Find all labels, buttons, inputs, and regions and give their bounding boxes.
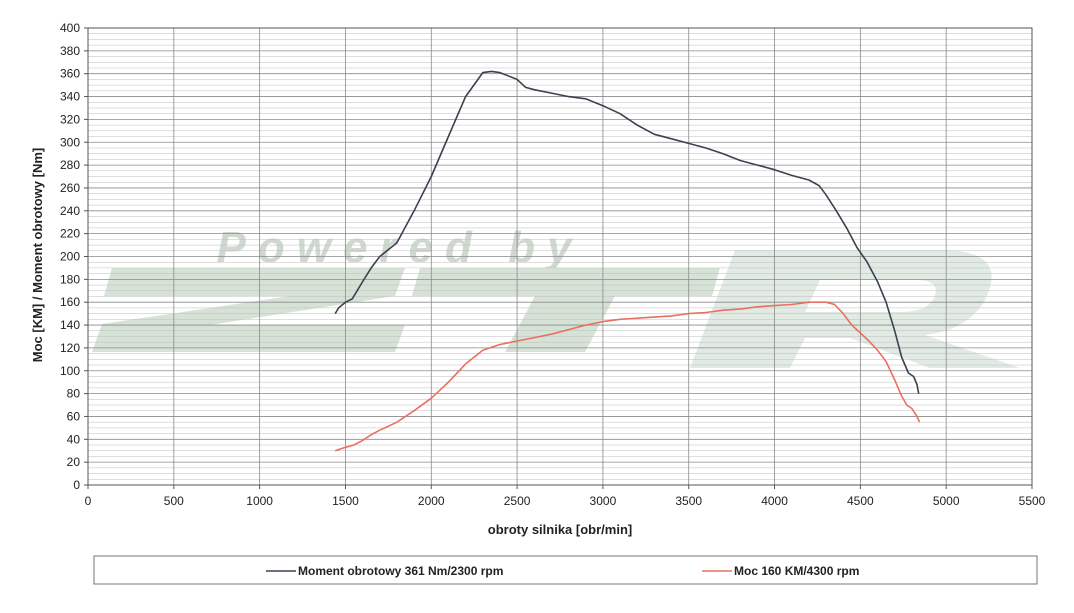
watermark-text: Powered by: [217, 223, 584, 272]
legend-box: [93, 555, 1038, 585]
x-tick-label: 4000: [761, 494, 788, 508]
x-tick-label: 1500: [332, 494, 359, 508]
legend-label: Moc 160 KM/4300 rpm: [734, 564, 859, 578]
x-tick-label: 4500: [847, 494, 874, 508]
y-axis-label: Moc [KM] / Moment obrotowy [Nm]: [30, 148, 45, 362]
x-axis-label: obroty silnika [obr/min]: [488, 522, 632, 537]
axes: 0 20 40 60 80 100 120 140 160 180 200 220 240 260 280 3…: [60, 21, 1046, 508]
y-tick-label: 400: [60, 21, 80, 35]
x-tick-label: 2000: [418, 494, 445, 508]
x-tick-label: 2500: [504, 494, 531, 508]
y-tick-label: 0: [73, 478, 80, 492]
watermark-shape-t: [412, 268, 720, 352]
y-tick-label: 40: [67, 432, 81, 446]
y-tick-label: 180: [60, 272, 80, 286]
x-tick-label: 5000: [933, 494, 960, 508]
y-tick-label: 300: [60, 135, 80, 149]
y-tick-label: 80: [67, 387, 81, 401]
y-tick-label: 160: [60, 295, 80, 309]
y-tick-label: 380: [60, 44, 80, 58]
x-tick-label: 5500: [1019, 494, 1046, 508]
series-line-torque: [334, 70, 920, 394]
y-tick-label: 120: [60, 341, 80, 355]
y-tick-label: 140: [60, 318, 80, 332]
legend-label: Moment obrotowy 361 Nm/2300 rpm: [298, 564, 503, 578]
x-tick-label: 500: [164, 494, 184, 508]
legend: Moment obrotowy 361 Nm/2300 rpm Moc 160 K…: [93, 555, 1038, 585]
y-tick-label: 260: [60, 181, 80, 195]
watermark-shape-z: [92, 268, 405, 352]
x-tick-label: 0: [85, 494, 92, 508]
y-tick-label: 220: [60, 227, 80, 241]
y-tick-label: 320: [60, 112, 80, 126]
series-lines: [334, 70, 921, 452]
y-tick-label: 200: [60, 250, 80, 264]
y-tick-label: 100: [60, 364, 80, 378]
y-tick-label: 240: [60, 204, 80, 218]
y-tick-label: 340: [60, 90, 80, 104]
x-tick-label: 1000: [246, 494, 273, 508]
y-tick-label: 360: [60, 67, 80, 81]
y-tick-label: 280: [60, 158, 80, 172]
x-tick-label: 3000: [590, 494, 617, 508]
y-tick-label: 60: [67, 409, 81, 423]
x-tick-label: 3500: [675, 494, 702, 508]
grid: [87, 27, 1033, 486]
y-tick-label: 20: [67, 455, 81, 469]
watermark: Powered by: [92, 223, 1020, 368]
series-line-power: [334, 301, 921, 452]
